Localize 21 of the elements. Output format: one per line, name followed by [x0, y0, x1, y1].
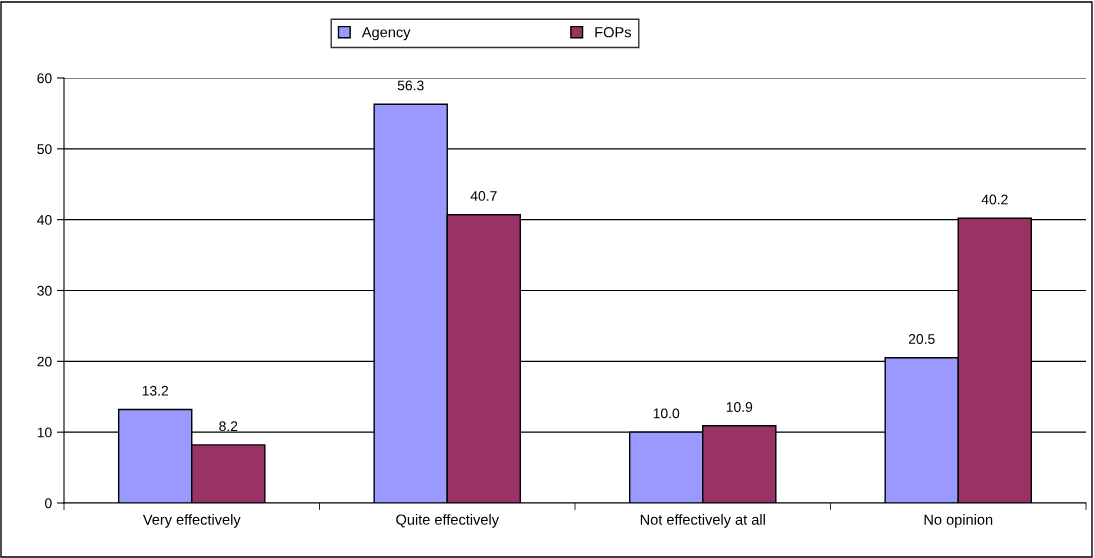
data-label: 56.3 [397, 80, 424, 91]
y-tick-label: 40 [37, 215, 52, 225]
y-tick-label: 30 [37, 285, 52, 296]
data-label: 40.7 [470, 191, 497, 201]
x-tick-label: No opinion [924, 514, 993, 528]
legend-label: FOPs [595, 27, 631, 38]
data-label: 40.2 [981, 194, 1008, 205]
data-label: 20.5 [908, 334, 935, 344]
x-tick-label: Not effectively at all [640, 514, 765, 528]
legend-label: Agency [361, 27, 411, 41]
y-tick-label: 20 [37, 356, 52, 367]
data-label: 8.2 [219, 421, 238, 432]
y-tick-label: 60 [37, 73, 52, 84]
data-label: 13.2 [142, 385, 169, 396]
data-label: 10.0 [653, 408, 680, 419]
y-tick-label: 10 [37, 427, 52, 438]
y-tick-label: 50 [37, 144, 52, 154]
y-tick-label: 0 [45, 498, 52, 509]
x-tick-label: Quite effectively [396, 514, 499, 528]
x-tick-label: Very effectively [142, 514, 241, 528]
data-label: 10.9 [726, 402, 753, 412]
